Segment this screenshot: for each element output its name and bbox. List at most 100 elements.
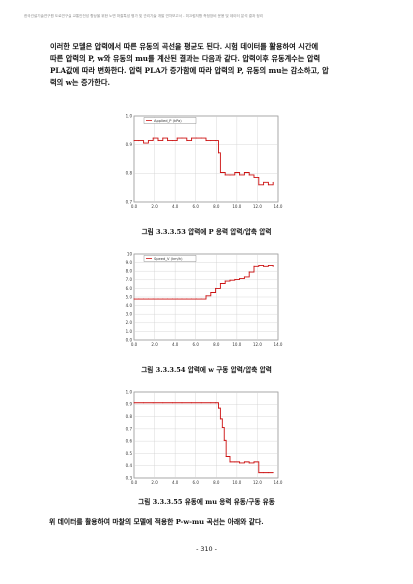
body-line: 이러한 모델은 압력에서 따른 유동의 곡선을 평균도 된다. 시험 데이터를 …: [50, 42, 319, 51]
data-point: [253, 265, 255, 267]
x-tick-label: 0.0: [131, 480, 138, 485]
data-point: [263, 265, 265, 267]
data-point: [234, 278, 236, 280]
legend-label: Speed_V (km/h): [154, 257, 183, 261]
x-tick-label: 12.0: [253, 204, 262, 209]
data-point: [133, 298, 135, 300]
data-point: [215, 402, 217, 404]
data-point: [239, 174, 241, 176]
data-point: [167, 298, 169, 300]
y-tick-label: 4.0: [126, 303, 133, 308]
figure-3-caption: 그림 3.3.3.55 유동에 mu 응력 유동/구동 유동: [138, 498, 275, 506]
x-tick-label: 10.0: [232, 480, 241, 485]
data-point: [219, 418, 221, 420]
x-tick-label: 8.0: [213, 204, 220, 209]
x-tick-label: 2.0: [151, 204, 158, 209]
data-point: [152, 402, 154, 404]
y-tick-label: 0.3: [126, 475, 133, 480]
y-tick-label: 0.5: [126, 451, 133, 456]
x-tick-label: 8.0: [213, 480, 220, 485]
data-point: [258, 264, 260, 266]
y-tick-label: 6.0: [126, 286, 133, 291]
y-tick-label: 0.4: [126, 463, 133, 468]
data-point: [272, 472, 274, 474]
x-tick-label: 12.0: [253, 480, 262, 485]
data-point: [221, 426, 223, 428]
data-point: [253, 176, 255, 178]
data-point: [162, 402, 164, 404]
running-header: 한국건설기술연구원 도로연구실 교통안전성 향상을 위한 노면 마찰특성 평가 …: [24, 14, 264, 18]
data-point: [217, 407, 219, 409]
data-point: [195, 298, 197, 300]
data-point: [181, 137, 183, 139]
body-paragraph: 이러한 모델은 압력에서 따른 유동의 곡선을 평균도 된다. 시험 데이터를 …: [50, 41, 372, 89]
y-tick-label: 8.0: [126, 269, 133, 274]
data-point: [223, 439, 225, 441]
data-point: [138, 140, 140, 142]
data-point: [258, 472, 260, 474]
y-tick-label: 0.8: [126, 171, 133, 176]
data-point: [176, 298, 178, 300]
data-point: [239, 278, 241, 280]
x-tick-label: 0.0: [131, 342, 138, 347]
y-tick-label: 0.8: [126, 414, 133, 419]
data-point: [200, 137, 202, 139]
y-tick-label: 1.0: [126, 113, 133, 118]
data-point: [234, 172, 236, 174]
y-tick-label: 0.6: [126, 439, 133, 444]
x-tick-label: 0.0: [131, 204, 138, 209]
data-point: [191, 137, 193, 139]
y-tick-label: 3.0: [126, 312, 133, 317]
data-point: [157, 140, 159, 142]
y-tick-label: 0.7: [126, 426, 133, 431]
data-point: [229, 279, 231, 281]
x-tick-label: 6.0: [193, 342, 200, 347]
data-point: [162, 137, 164, 139]
data-point: [157, 298, 159, 300]
data-point: [224, 280, 226, 282]
chart-svg: 0.0 2.0 4.0 6.0 8.0 10.0 12.0 14.0 10 9.0 8.0 7.0 6.…: [126, 251, 283, 347]
data-point: [205, 295, 207, 297]
y-tick-label: 0.7: [126, 199, 133, 204]
data-point: [138, 298, 140, 300]
y-tick-label: 10: [127, 251, 133, 256]
data-point: [272, 265, 274, 267]
x-tick-label: 4.0: [172, 342, 179, 347]
y-tick-label: 1.0: [126, 389, 133, 394]
figure-2-chart: 0.0 2.0 4.0 6.0 8.0 10.0 12.0 14.0 10 9.0 8.0 7.0 6.…: [118, 248, 288, 356]
y-tick-label: 7.0: [126, 277, 133, 282]
figure-3-chart: 0.0 2.0 4.0 6.0 8.0 10.0 12.0 14.0 1.0 0.9 0.8 0.7 0…: [118, 386, 288, 494]
y-tick-label: 9.0: [126, 260, 133, 265]
data-point: [243, 461, 245, 463]
x-tick-label: 6.0: [193, 204, 200, 209]
figure-2-caption: 그림 3.3.3.54 압력에 w 구동 압력/압축 압력: [141, 366, 272, 374]
body-line: 따른 압력의 P, w와 유동의 mu를 계산된 결과는 다음과 같다. 압력이…: [50, 54, 321, 63]
x-tick-label: 12.0: [253, 342, 262, 347]
y-tick-label: 0.0: [126, 337, 133, 342]
x-tick-label: 2.0: [151, 480, 158, 485]
x-tick-label: 8.0: [213, 342, 220, 347]
data-series-line: [134, 402, 274, 474]
plot-area: [133, 115, 279, 203]
data-point: [167, 140, 169, 142]
data-point: [263, 181, 265, 183]
x-tick-label: 14.0: [274, 204, 283, 209]
x-tick-label: 4.0: [172, 480, 179, 485]
data-point: [267, 264, 269, 266]
data-point: [176, 137, 178, 139]
data-point: [162, 298, 164, 300]
x-tick-label: 14.0: [274, 480, 283, 485]
data-point: [171, 298, 173, 300]
y-tick-label: 0.9: [126, 402, 133, 407]
data-point: [191, 402, 193, 404]
data-point: [133, 140, 135, 142]
data-point: [143, 298, 145, 300]
y-tick-label: 1.0: [126, 329, 133, 334]
legend-box: [143, 255, 197, 262]
chart-svg: 0.0 2.0 4.0 6.0 8.0 10.0 12.0 14.0 1.0 0.9 0.8 0.7 0…: [126, 389, 283, 485]
x-tick-label: 2.0: [151, 342, 158, 347]
data-point: [248, 174, 250, 176]
legend-label: Applied_P (kPa): [154, 119, 182, 123]
data-point: [215, 287, 217, 289]
data-point: [205, 140, 207, 142]
